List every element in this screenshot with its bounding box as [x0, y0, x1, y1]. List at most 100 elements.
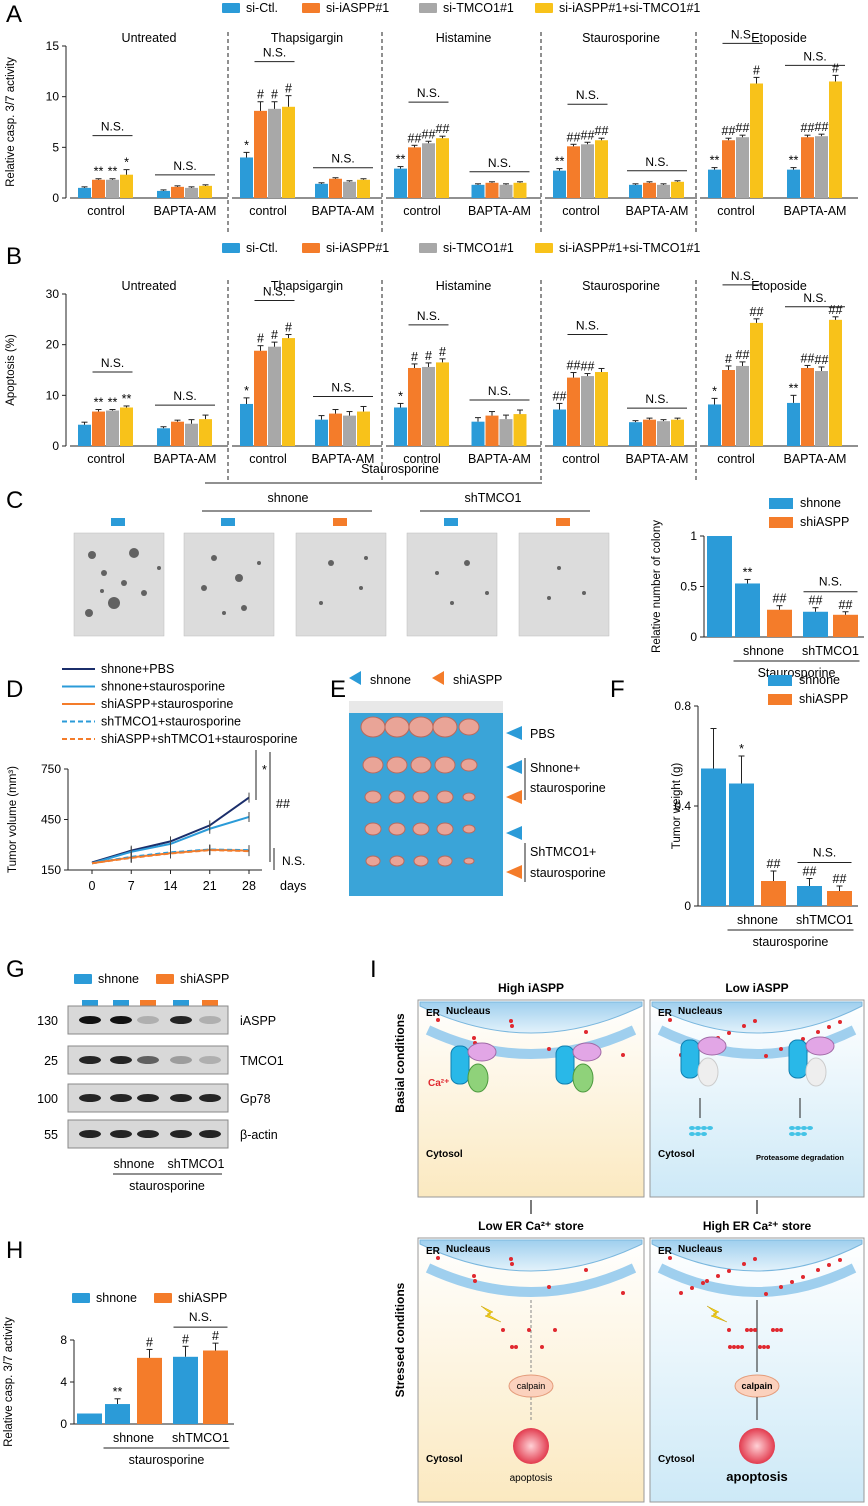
shnone-header: shnone — [267, 491, 308, 505]
legend-swatch — [768, 675, 792, 686]
legend: si-Ctl. si-iASPP#1 si-TMCO1#1 si-iASPP#1+si… — [222, 1, 700, 15]
significance-mark: ## — [829, 303, 843, 317]
bar — [722, 370, 735, 446]
side-label-basal: Basial conditions — [393, 1013, 407, 1113]
y-tick-label: 1 — [690, 529, 697, 543]
ns-label: N.S. — [101, 120, 124, 134]
ns-label: N.S. — [417, 309, 440, 323]
bar — [408, 147, 421, 198]
band — [110, 1094, 132, 1102]
significance-mark: # — [271, 328, 278, 342]
row-labels: PBS Shnone+ staurosporine ShTMCO1+ staurospo… — [506, 726, 606, 882]
bar — [394, 168, 407, 198]
tumor — [460, 758, 478, 772]
legend-label: si-iASPP#1+si-TMCO1#1 — [559, 241, 700, 255]
bar — [797, 886, 822, 906]
protein-label: TMCO1 — [240, 1054, 284, 1068]
colony — [450, 601, 454, 605]
row-label: staurosporine — [530, 781, 606, 795]
side-label-stressed: Stressed conditions — [393, 1282, 407, 1397]
cytosol-label: Cytosol — [658, 1149, 695, 1160]
ns-label: N.S. — [331, 380, 354, 394]
apoptosis-label: apoptosis — [510, 1473, 553, 1484]
calcium-ion — [727, 1031, 731, 1035]
protein-label: Gp78 — [240, 1092, 271, 1106]
gp78-protein — [572, 1042, 602, 1062]
colony — [222, 611, 226, 615]
colony — [157, 566, 161, 570]
significance-mark: ## — [736, 121, 750, 135]
row-arrow — [506, 865, 522, 879]
apoptotic-cell — [513, 1428, 549, 1464]
significance-mark: ## — [276, 797, 290, 811]
x-sublabel: control — [87, 452, 125, 466]
calcium-label: Ca²⁺ — [428, 1078, 449, 1089]
ns-label: N.S. — [173, 159, 196, 173]
calcium-ion — [705, 1279, 709, 1283]
significance-mark: ** — [789, 154, 799, 168]
y-tick-label: 0.5 — [680, 580, 697, 594]
tumor — [410, 756, 432, 774]
y-tick-label: 450 — [41, 813, 61, 827]
bar — [185, 187, 198, 198]
band — [170, 1130, 192, 1138]
stress-icon — [480, 1305, 502, 1323]
legend: shnone+PBS shnone+staurosporine shiASPP+st… — [62, 662, 298, 746]
x-group-label: shTMCO1 — [796, 913, 853, 927]
group-title: Histamine — [436, 31, 492, 45]
calcium-ion — [766, 1345, 770, 1349]
significance-mark: ** — [113, 1385, 123, 1399]
colony-image — [295, 532, 387, 637]
y-tick-label: 20 — [46, 338, 60, 352]
bar — [833, 614, 858, 637]
legend-label: shnone — [799, 673, 840, 687]
band — [170, 1094, 192, 1102]
legend-swatch — [302, 3, 320, 13]
calcium-ion — [801, 1037, 805, 1041]
calcium-ion — [779, 1328, 783, 1332]
apoptotic-cell — [739, 1428, 775, 1464]
calcium-ion — [727, 1328, 731, 1332]
significance-mark: ** — [122, 392, 132, 406]
legend-label: si-Ctl. — [246, 1, 278, 15]
panel-letter: G — [6, 956, 25, 983]
er-membrane — [651, 1239, 863, 1272]
x-sublabel: BAPTA-AM — [312, 204, 375, 218]
x-sublabel: BAPTA-AM — [154, 452, 217, 466]
band — [170, 1016, 192, 1024]
mechanism-diagram: High iASPP Low iASPP Low ER Ca²⁺ store High… — [417, 981, 865, 1503]
degraded-fragment — [795, 1126, 801, 1130]
significance-mark: ## — [815, 120, 829, 134]
legend-label: si-TMCO1#1 — [443, 1, 514, 15]
iaspp-protein — [572, 1063, 594, 1093]
y-tick-label: 150 — [41, 863, 61, 877]
colony — [485, 591, 489, 595]
y-axis-label: Tumor volume (mm³) — [7, 766, 19, 873]
legend-label: shnone — [800, 496, 841, 510]
x-sublabel: control — [249, 204, 287, 218]
panel-e: E shnone shiASPP PBS Shnone+ staurosporine… — [330, 671, 606, 896]
x-group-label: shTMCO1 — [802, 644, 859, 658]
protein-label: iASPP — [240, 1014, 276, 1028]
bar — [329, 178, 342, 198]
panel-letter: I — [370, 956, 377, 983]
bar — [343, 415, 356, 446]
colony — [328, 560, 334, 566]
colony — [359, 586, 363, 590]
panel-letter: B — [6, 243, 22, 270]
calcium-ion — [514, 1345, 518, 1349]
significance-mark: ** — [94, 165, 104, 179]
legend-label: shiASPP+staurosporine — [101, 697, 233, 711]
bar — [203, 1350, 228, 1424]
legend-label: si-iASPP#1+si-TMCO1#1 — [559, 1, 700, 15]
iaspp-protein — [805, 1057, 827, 1087]
bar — [199, 419, 212, 446]
tumor — [434, 756, 456, 774]
staurosporine-header: Staurosporine — [361, 462, 439, 476]
band — [137, 1094, 159, 1102]
lane-swatch — [140, 1000, 156, 1009]
bar — [657, 184, 670, 198]
bar — [803, 611, 828, 637]
x-under-label: staurosporine — [129, 1179, 205, 1193]
tumor — [458, 718, 480, 736]
